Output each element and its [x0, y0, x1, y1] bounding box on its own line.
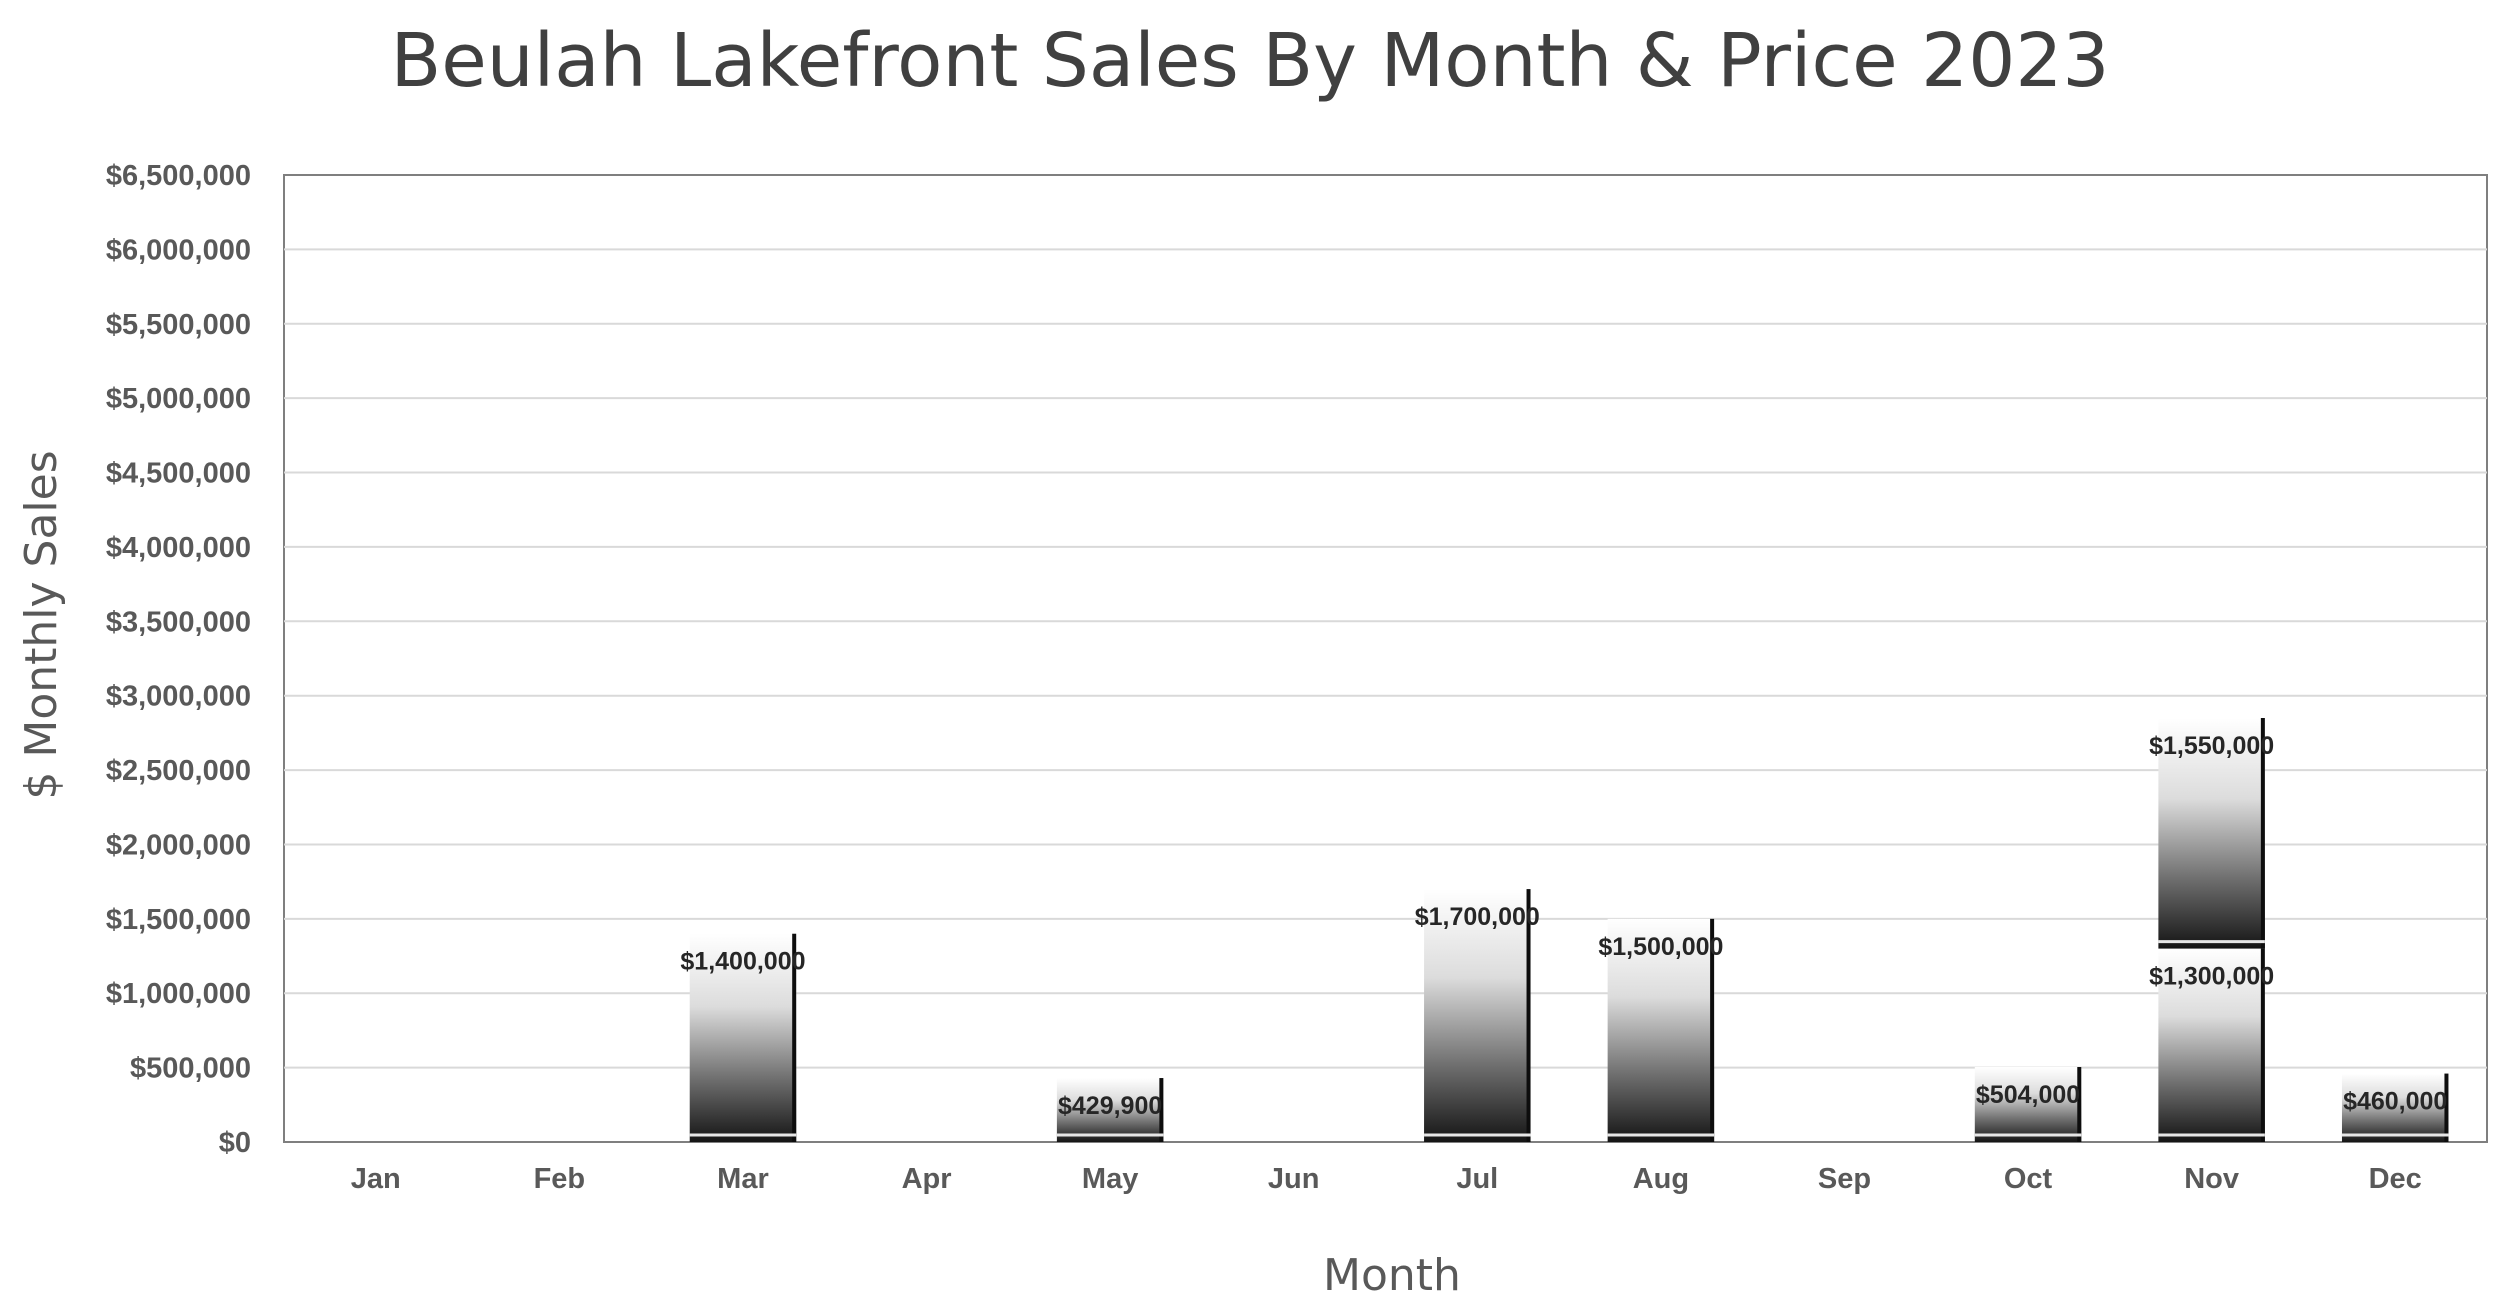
x-tick-label: Dec	[2369, 1163, 2422, 1195]
x-axis-title: Month	[1323, 1250, 1461, 1301]
bar-edge	[1710, 918, 1715, 1142]
data-label: $1,550,000	[2149, 732, 2274, 760]
bar-edge	[1159, 1078, 1164, 1142]
y-tick-label: $1,500,000	[106, 904, 251, 936]
chart-title: Beulah Lakefront Sales By Month & Price …	[390, 18, 2110, 104]
bar-edge	[2077, 1067, 2082, 1142]
bar-edge	[2444, 1073, 2449, 1142]
bar-edge	[2260, 948, 2265, 1142]
bars	[689, 718, 2449, 1142]
data-labels: $1,400,000 $429,900 $1,700,000 $1,500,000 $5…	[680, 732, 2447, 1120]
x-tick-label: Jul	[1456, 1163, 1498, 1195]
x-tick-label: Jan	[351, 1163, 401, 1195]
bar	[1424, 889, 1531, 1142]
x-tick-label: Mar	[717, 1163, 769, 1195]
x-tick-label: Sep	[1818, 1163, 1871, 1195]
data-label: $429,900	[1058, 1092, 1162, 1120]
plot-area-frame	[283, 174, 2488, 1143]
y-tick-label: $2,500,000	[106, 755, 251, 787]
bar-fill	[2341, 1073, 2449, 1142]
bar	[2158, 718, 2265, 949]
y-tick-label: $6,000,000	[106, 234, 251, 266]
x-axis-ticks: Jan Feb Mar Apr May Jun Jul Aug Sep Oct Nov Dec	[351, 1163, 2422, 1195]
x-tick-label: Jun	[1268, 1163, 1320, 1195]
y-tick-label: $500,000	[130, 1053, 251, 1085]
y-tick-label: $3,000,000	[106, 681, 251, 713]
bar	[1974, 1067, 2082, 1142]
x-tick-label: Nov	[2184, 1163, 2239, 1195]
y-tick-label: $3,500,000	[106, 606, 251, 638]
bar-edge	[1526, 889, 1531, 1142]
gridlines	[283, 174, 2488, 1143]
data-label: $1,700,000	[1415, 903, 1540, 931]
x-tick-label: Oct	[2004, 1163, 2053, 1195]
bar-fill	[1056, 1078, 1164, 1142]
y-tick-label: $5,000,000	[106, 383, 251, 415]
y-tick-label: $4,000,000	[106, 532, 251, 564]
bar	[2341, 1073, 2449, 1142]
x-tick-label: May	[1082, 1163, 1138, 1195]
y-axis-ticks: $0 $500,000 $1,000,000 $1,500,000 $2,000,000…	[106, 160, 251, 1159]
bar	[1056, 1078, 1164, 1142]
data-label: $1,300,000	[2149, 963, 2274, 991]
bar-edge	[792, 933, 797, 1142]
y-tick-label: $6,500,000	[106, 160, 251, 192]
x-tick-label: Aug	[1633, 1163, 1689, 1195]
bar	[1607, 918, 1715, 1142]
y-tick-label: $5,500,000	[106, 309, 251, 341]
y-axis-title: $ Monthly Sales	[16, 450, 67, 799]
bar-edge	[2260, 718, 2265, 949]
data-label: $1,400,000	[680, 948, 805, 976]
bar-fill	[1424, 889, 1531, 1142]
bar-fill	[2158, 948, 2265, 1142]
bar-fill	[689, 933, 797, 1142]
y-tick-label: $2,000,000	[106, 829, 251, 861]
x-tick-label: Apr	[902, 1163, 952, 1195]
data-label: $1,500,000	[1598, 933, 1723, 961]
y-tick-label: $4,500,000	[106, 458, 251, 490]
data-label: $504,000	[1976, 1081, 2080, 1109]
bar	[689, 933, 797, 1142]
y-tick-label: $1,000,000	[106, 978, 251, 1010]
bar-fill	[1974, 1067, 2082, 1142]
x-tick-label: Feb	[534, 1163, 586, 1195]
y-tick-label: $0	[219, 1127, 251, 1159]
bar	[2158, 948, 2265, 1142]
bar-fill	[2158, 718, 2265, 949]
bar-fill	[1607, 918, 1715, 1142]
data-label: $460,000	[2343, 1088, 2447, 1116]
